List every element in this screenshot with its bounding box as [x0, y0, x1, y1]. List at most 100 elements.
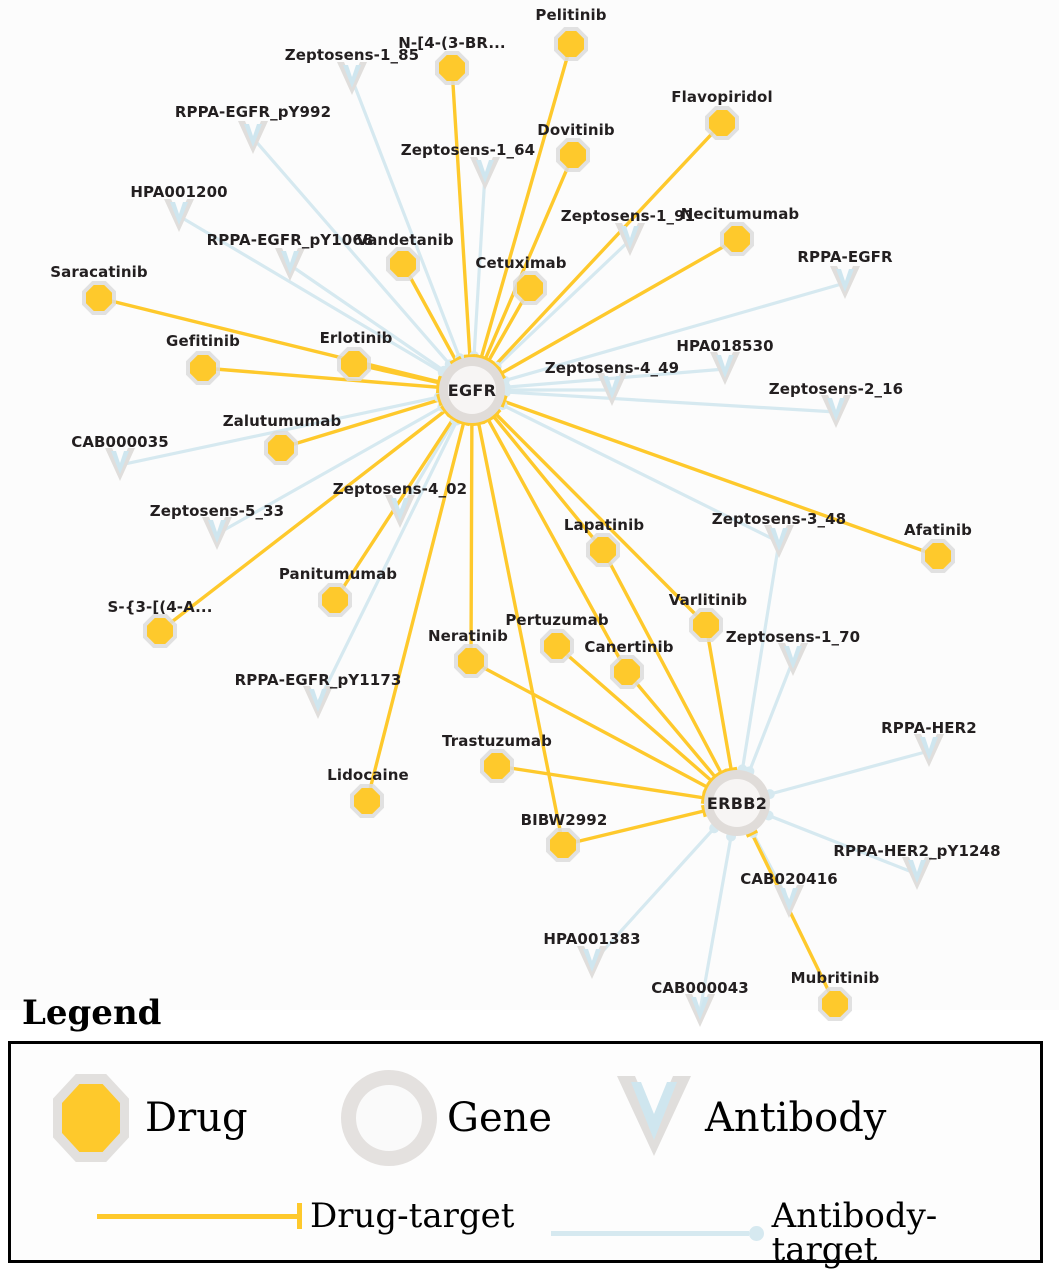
drug-octagon-icon	[822, 991, 848, 1017]
drug-node[interactable]	[554, 27, 588, 61]
drug-node-label: Vandetanib	[356, 231, 454, 249]
drug-octagon-icon	[439, 55, 465, 81]
network-graph-canvas[interactable]: Zeptosens-1_85 RPPA-EGFR_pY992 HPA001200 Ze…	[0, 0, 1059, 1027]
antibody-node[interactable]	[683, 992, 717, 1030]
gene-node[interactable]: ERBB2	[704, 770, 770, 836]
legend-label-drug: Drug	[145, 1095, 248, 1141]
edge	[470, 42, 573, 392]
legend-item-drug: Drug	[53, 1074, 248, 1162]
legend-label-antibody: Antibody	[705, 1095, 887, 1141]
legend-title: Legend	[22, 993, 162, 1033]
antibody-node[interactable]	[236, 119, 270, 157]
drug-octagon-icon	[86, 285, 112, 311]
drug-node[interactable]	[921, 539, 955, 573]
antibody-node-label: RPPA-EGFR_pY992	[174, 103, 332, 121]
drug-node[interactable]	[610, 655, 644, 689]
drug-node-label: Lidocaine	[327, 766, 409, 784]
drug-node[interactable]	[556, 138, 590, 172]
drug-node[interactable]	[540, 629, 574, 663]
drug-octagon-icon	[354, 788, 380, 814]
drug-node[interactable]	[318, 583, 352, 617]
antibody-node[interactable]	[383, 493, 417, 531]
antibody-node[interactable]	[828, 264, 862, 302]
drug-node[interactable]	[386, 247, 420, 281]
drug-node[interactable]	[689, 608, 723, 642]
drug-node-label: S-{3-[(4-A...	[107, 598, 213, 616]
antibody-node[interactable]	[762, 523, 796, 561]
drug-node-label: Dovitinib	[537, 121, 615, 139]
drug-node[interactable]	[264, 431, 298, 465]
edge	[158, 388, 474, 633]
antibody-node[interactable]	[912, 732, 946, 770]
antibody-node-label: CAB020416	[740, 870, 838, 888]
drug-node-label: Mubritinib	[790, 969, 880, 987]
drug-target-edge-cap-icon	[500, 395, 508, 408]
antibody-chevron-icon	[470, 157, 500, 190]
legend-item-gene: Gene	[341, 1070, 552, 1166]
drug-node[interactable]	[513, 271, 547, 305]
antibody-node[interactable]	[273, 246, 307, 284]
edge	[215, 388, 474, 536]
antibody-node[interactable]	[575, 944, 609, 982]
antibody-node[interactable]	[103, 446, 137, 484]
antibody-chevron-icon	[778, 643, 808, 676]
edge	[470, 237, 739, 392]
drug-node[interactable]	[480, 749, 514, 783]
antibody-node[interactable]	[301, 684, 335, 722]
gene-node-label: EGFR	[447, 380, 497, 400]
antibody-node[interactable]	[595, 371, 629, 409]
antibody-chevron-icon	[238, 121, 268, 154]
antibody-node[interactable]	[200, 515, 234, 553]
drug-node[interactable]	[82, 281, 116, 315]
drug-octagon-icon	[558, 31, 584, 57]
antibody-node-label: RPPA-HER2_pY1248	[833, 842, 1001, 860]
antibody-chevron-icon	[597, 373, 627, 406]
drug-node[interactable]	[143, 614, 177, 648]
drug-node[interactable]	[337, 347, 371, 381]
antibody-node[interactable]	[776, 641, 810, 679]
antibody-node[interactable]	[900, 855, 934, 893]
antibody-node[interactable]	[772, 883, 806, 921]
drug-node[interactable]	[546, 828, 580, 862]
drug-node[interactable]	[586, 533, 620, 567]
edge	[177, 214, 474, 392]
drug-node-label: Pertuzumab	[505, 611, 609, 629]
drug-node-label: Cetuximab	[475, 254, 567, 272]
drug-node[interactable]	[350, 784, 384, 818]
antibody-node-label: Zeptosens-4_02	[332, 480, 468, 498]
drug-node[interactable]	[705, 106, 739, 140]
drug-node-label: BIBW2992	[520, 811, 608, 829]
drug-node-label: Lapatinib	[563, 516, 645, 534]
antibody-chevron-icon	[821, 395, 851, 428]
drug-node-label: Varlitinib	[668, 591, 748, 609]
antibody-node-label: Zeptosens-1_64	[400, 141, 536, 159]
antibody-node[interactable]	[468, 155, 502, 193]
gene-node-label: ERBB2	[706, 793, 768, 813]
drug-octagon-icon	[693, 612, 719, 638]
drug-node[interactable]	[720, 222, 754, 256]
edge	[470, 388, 629, 674]
drug-node[interactable]	[435, 51, 469, 85]
edge	[555, 644, 739, 805]
antibody-node-label: Zeptosens-4_49	[544, 359, 680, 377]
drug-node[interactable]	[454, 644, 488, 678]
drug-node[interactable]	[818, 987, 852, 1021]
antibody-chevron-icon	[615, 223, 645, 256]
drug-target-edge-cap-icon	[447, 413, 460, 424]
drug-octagon-icon	[390, 251, 416, 277]
antibody-chevron-icon	[710, 352, 740, 385]
edge	[201, 366, 474, 392]
edge	[450, 66, 474, 392]
antibody-node[interactable]	[613, 221, 647, 259]
edge	[350, 77, 474, 392]
edge	[601, 548, 739, 805]
drug-node[interactable]	[186, 351, 220, 385]
gene-node[interactable]: EGFR	[439, 357, 505, 423]
edge	[469, 659, 739, 805]
antibody-node[interactable]	[335, 60, 369, 98]
legend-box: Drug Gene Antibody Drug-target Antibody-…	[8, 1041, 1043, 1267]
antibody-chevron-icon	[764, 525, 794, 558]
antibody-node[interactable]	[162, 197, 196, 235]
antibody-node[interactable]	[819, 393, 853, 431]
antibody-node[interactable]	[708, 350, 742, 388]
